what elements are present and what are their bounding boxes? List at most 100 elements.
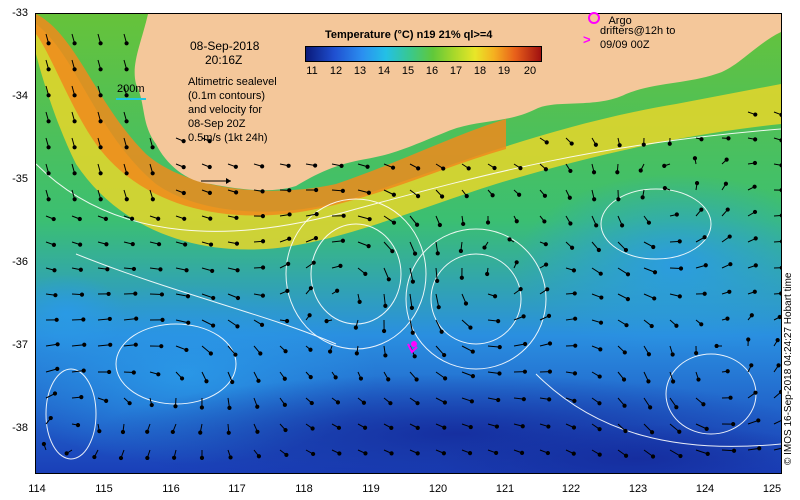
velocity-arrow-head (542, 219, 547, 224)
velocity-arrow-head (285, 288, 290, 294)
velocity-arrow-head (54, 317, 59, 322)
velocity-arrow-head (594, 223, 599, 228)
velocity-arrow-head (124, 93, 129, 98)
velocity-arrow-head (307, 313, 312, 318)
velocity-arrow-head (699, 322, 704, 327)
velocity-arrow-head (51, 242, 57, 247)
velocity-arrow-head (435, 251, 440, 256)
lat-label: -34 (12, 90, 28, 102)
velocity-arrow-head (412, 251, 418, 256)
velocity-arrow (773, 447, 781, 451)
velocity-arrow-head (339, 163, 344, 168)
velocity-arrow-head (98, 197, 103, 202)
velocity-arrow-head (662, 186, 667, 191)
velocity-arrow-head (415, 425, 420, 430)
velocity-arrow-head (544, 140, 549, 145)
velocity-arrow-head (173, 404, 178, 409)
velocity-arrow-head (255, 429, 260, 434)
velocity-arrow-head (283, 349, 288, 354)
velocity-arrow-head (98, 145, 103, 150)
velocity-arrow-head (573, 316, 578, 321)
velocity-arrow-head (441, 166, 446, 171)
velocity-arrow-head (571, 451, 576, 456)
velocity-arrow-head (198, 430, 203, 435)
lat-label: -37 (12, 339, 28, 351)
velocity-arrow-head (134, 316, 139, 321)
velocity-arrow-head (746, 337, 751, 342)
velocity-arrow-head (260, 189, 265, 194)
velocity-arrow-head (547, 341, 553, 346)
velocity-arrow-head (416, 166, 421, 171)
velocity-arrow-head (79, 395, 84, 400)
velocity-arrow-head (624, 323, 629, 328)
velocity-arrow-head (567, 195, 572, 200)
velocity-arrow-head (496, 319, 501, 324)
velocity-arrow-head (703, 263, 708, 268)
velocity-arrow-head (149, 402, 154, 408)
velocity-arrow-head (234, 241, 240, 246)
drifter-track (407, 343, 418, 354)
velocity-arrow-head (255, 404, 260, 409)
velocity-arrow-head (172, 455, 177, 460)
velocity-arrow-head (779, 239, 781, 244)
velocity-arrow-head (662, 163, 667, 168)
velocity-arrow-head (46, 145, 51, 150)
velocity-arrow-head (233, 164, 238, 169)
velocity-arrow-head (467, 450, 473, 456)
velocity-arrow-head (592, 197, 597, 202)
velocity-arrow-head (256, 378, 261, 383)
velocity-arrow-head (597, 374, 602, 379)
velocity-arrow-head (124, 171, 129, 176)
note-line-4: 08-Sep 20Z (188, 118, 246, 130)
velocity-arrow-head (145, 455, 150, 461)
velocity-arrow-head (337, 451, 342, 456)
velocity-arrow-head (282, 402, 287, 407)
velocity-arrow-head (160, 317, 165, 322)
lon-label: 117 (228, 483, 246, 495)
velocity-arrow-head (52, 391, 58, 396)
velocity-arrow-head (779, 291, 781, 296)
velocity-arrow-head (308, 375, 313, 380)
velocity-arrow-head (366, 244, 371, 249)
velocity-arrow-head (388, 401, 393, 406)
velocity-arrow-head (753, 137, 758, 142)
velocity-arrow-head (678, 266, 684, 271)
velocity-arrow-head (514, 260, 519, 265)
velocity-arrow-head (150, 171, 155, 176)
velocity-arrow-head (181, 139, 186, 144)
velocity-arrow-head (726, 136, 731, 141)
argo-float-marker (411, 341, 417, 347)
velocity-arrow-head (287, 188, 292, 193)
velocity-arrow-head (333, 375, 338, 380)
velocity-arrow-head (81, 368, 86, 373)
velocity-arrow-head (572, 371, 578, 376)
colorbar-tick: 12 (329, 65, 343, 77)
velocity-arrow-head (705, 451, 710, 456)
velocity-arrow-head (569, 245, 575, 250)
velocity-arrow-head (124, 67, 129, 72)
velocity-arrow-head (185, 294, 191, 299)
velocity-arrow-head (518, 287, 523, 292)
cool-water-east (516, 174, 781, 354)
velocity-arrow-head (286, 261, 291, 266)
velocity-arrow-head (677, 294, 682, 299)
velocity-arrow-head (458, 248, 464, 254)
velocity-arrow-head (131, 266, 137, 272)
velocity-arrow-head (363, 451, 368, 456)
note-line-3: and velocity for (188, 104, 262, 116)
imos-credit: © IMOS 16-Sep-2018 04:24:27 Hobart time (783, 272, 794, 465)
velocity-arrow-head (104, 398, 109, 403)
map-plot-area (35, 13, 782, 474)
velocity-arrow-head (694, 181, 700, 186)
velocity-arrow-head (677, 239, 682, 244)
velocity-arrow-head (436, 305, 441, 310)
velocity-arrow-head (777, 314, 781, 320)
velocity-arrow-head (210, 268, 215, 274)
colorbar-tick: 11 (306, 65, 318, 77)
velocity-arrow-head (314, 211, 319, 217)
leeuwin-current-warm-band (36, 24, 781, 250)
velocity-arrow-head (670, 352, 675, 357)
velocity-arrow-head (545, 287, 550, 292)
velocity-arrow-head (363, 271, 368, 276)
velocity-arrow-head (568, 168, 573, 174)
